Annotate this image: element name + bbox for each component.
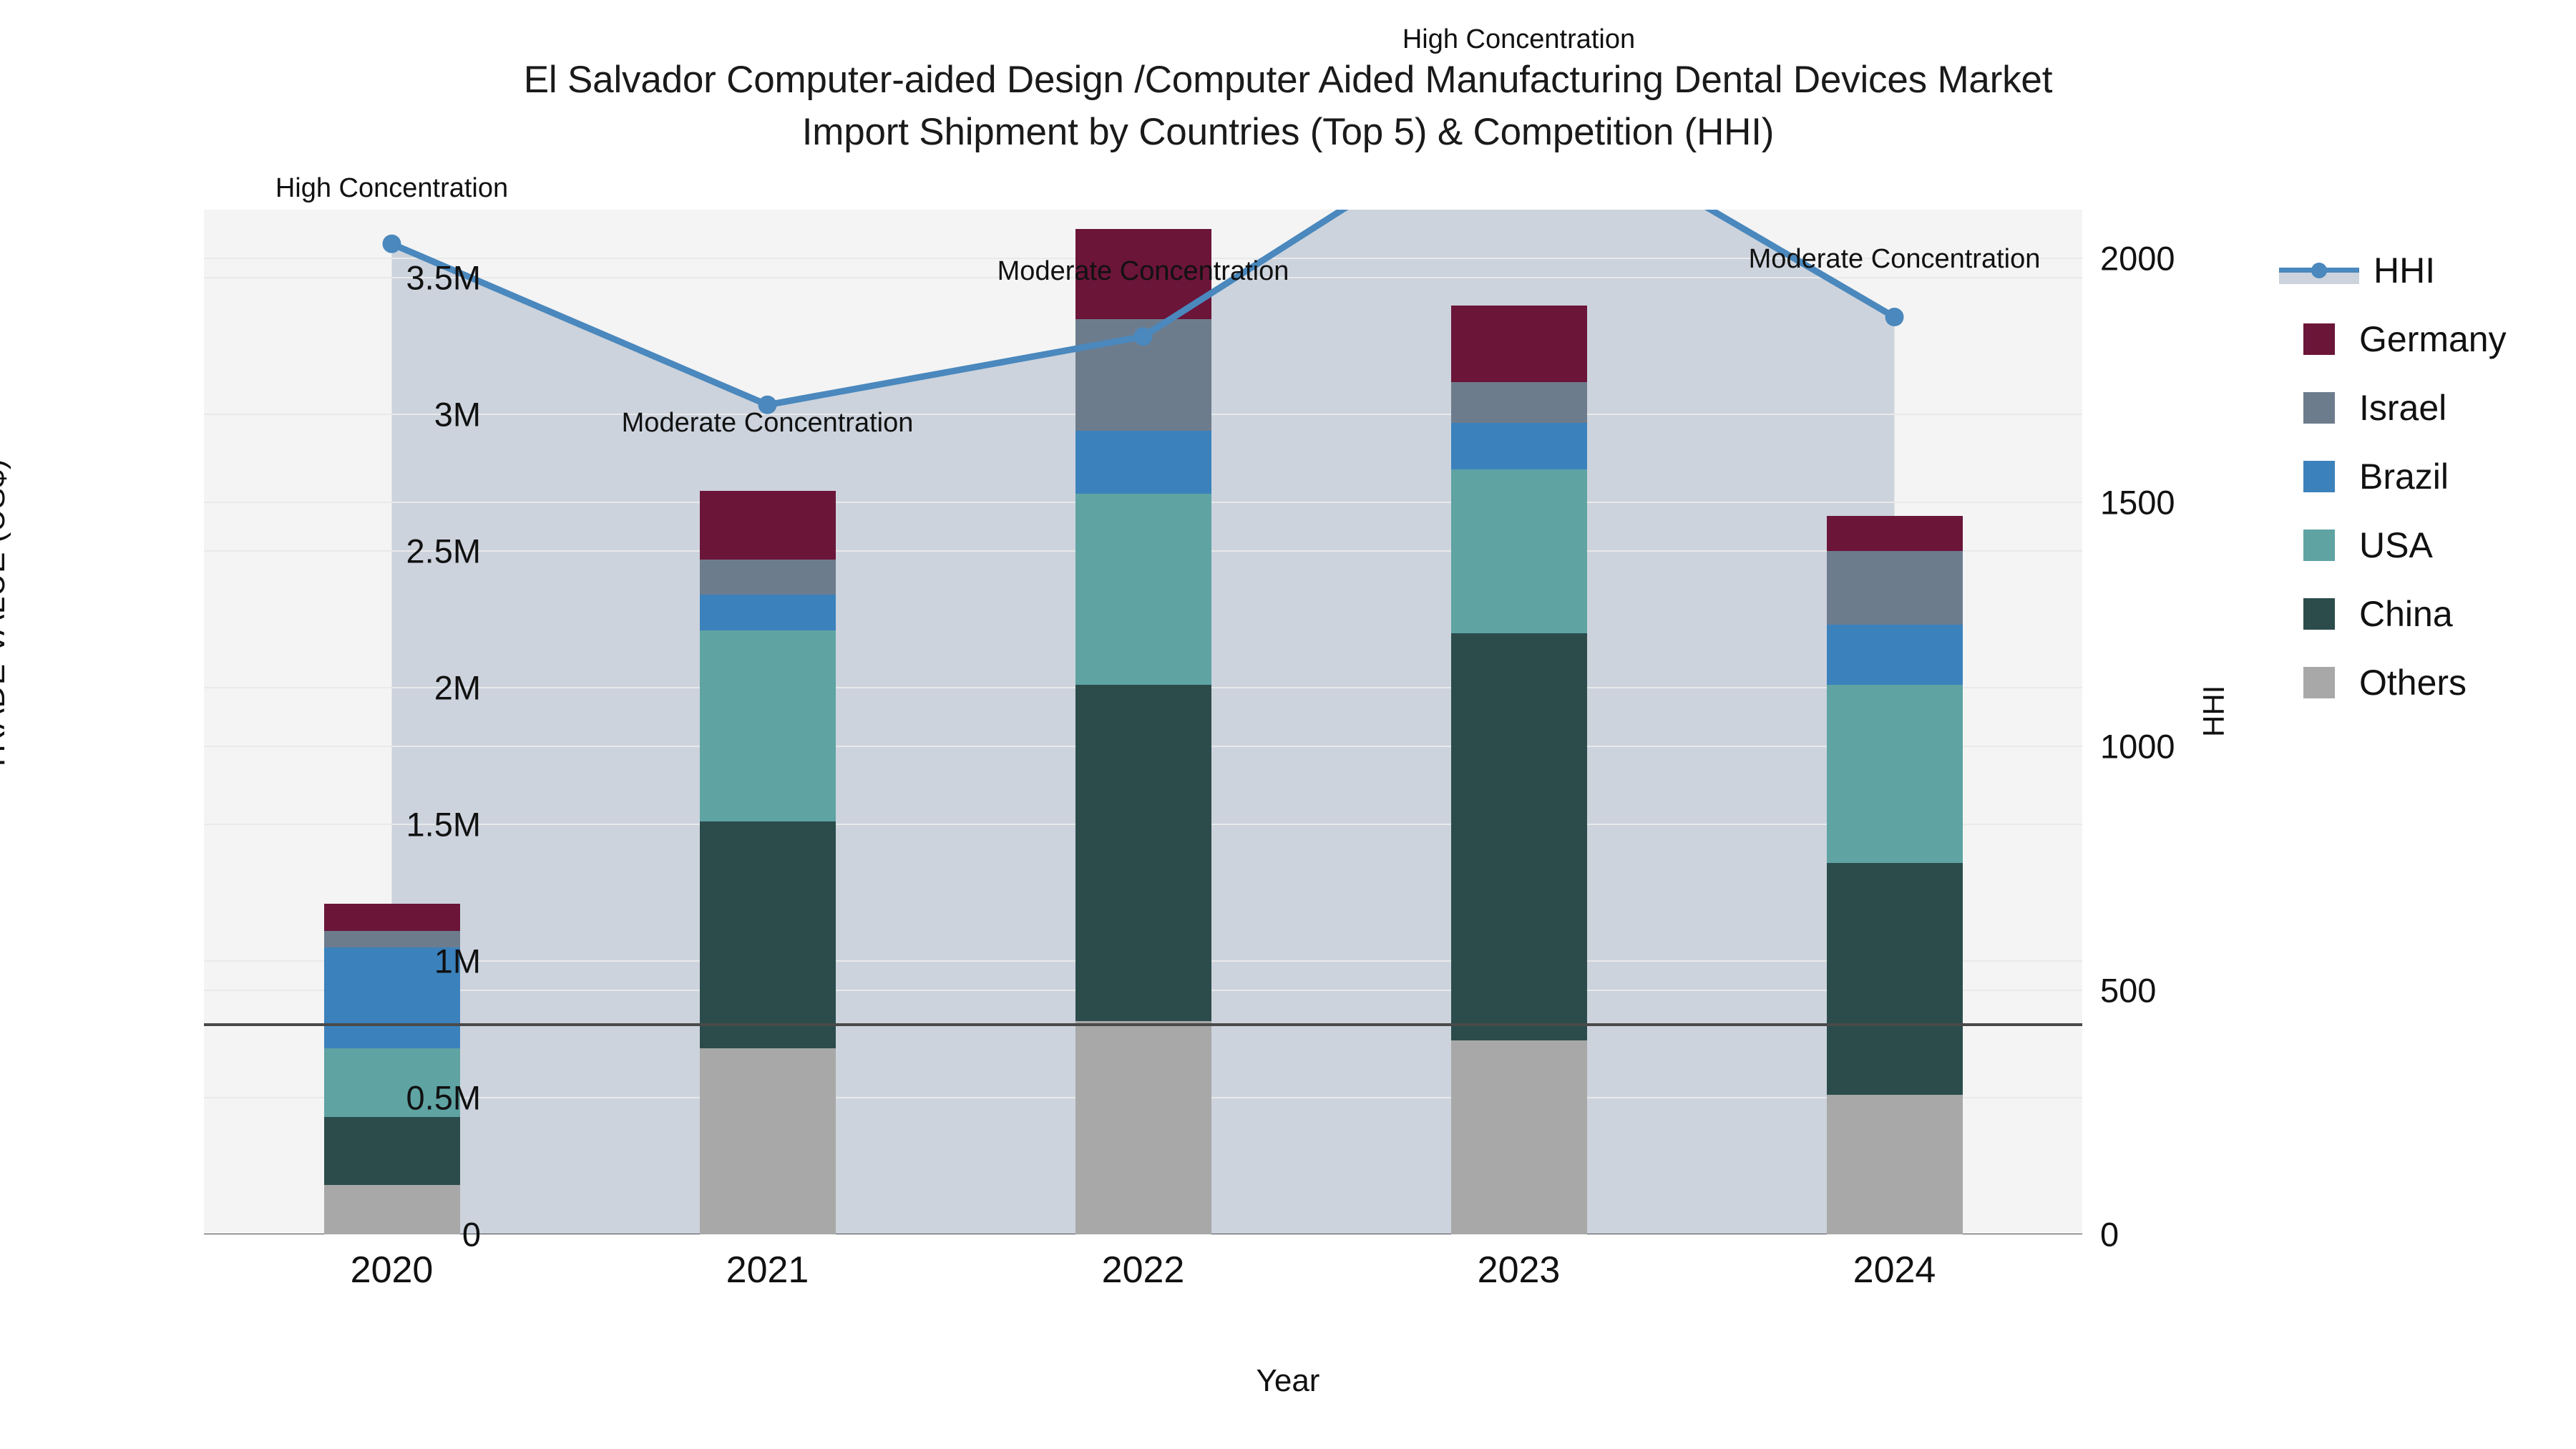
hhi-marker[interactable]: [382, 234, 401, 253]
bar-segment[interactable]: [323, 1185, 460, 1234]
y2-axis-tick-label: 0: [2100, 1215, 2119, 1254]
legend-item-china[interactable]: China: [2279, 580, 2507, 648]
legend-color-swatch: [2303, 323, 2335, 355]
hhi-marker[interactable]: [758, 395, 777, 414]
y-axis-tick-label: 0.5M: [406, 1078, 482, 1117]
legend-item-hhi[interactable]: HHI: [2279, 236, 2507, 305]
y-axis-tick-label: 3M: [434, 395, 481, 434]
concentration-annotation: Moderate Concentration: [621, 407, 914, 438]
bar-segment[interactable]: [699, 595, 836, 631]
plot-area: [204, 210, 2082, 1234]
legend-item-label: USA: [2359, 525, 2433, 565]
y-axis-tick-label: 0: [462, 1215, 481, 1254]
legend-item-label: Brazil: [2359, 457, 2449, 497]
x-axis-baseline: [204, 1023, 2082, 1026]
plot-inner: [204, 210, 2082, 1234]
chart-title-line-2: Import Shipment by Countries (Top 5) & C…: [801, 111, 1775, 154]
concentration-annotation: Moderate Concentration: [997, 256, 1289, 287]
legend-item-brazil[interactable]: Brazil: [2279, 442, 2507, 511]
bar-segment[interactable]: [1450, 381, 1587, 423]
x-axis-tick-label: 2023: [1477, 1249, 1561, 1291]
legend-item-label: Germany: [2359, 319, 2507, 359]
concentration-annotation: High Concentration: [1402, 24, 1636, 55]
bar-segment[interactable]: [1450, 422, 1587, 469]
legend-color-swatch: [2303, 667, 2335, 698]
bar-segment[interactable]: [1826, 515, 1963, 552]
legend-item-usa[interactable]: USA: [2279, 511, 2507, 580]
hhi-line-layer: [382, 210, 1904, 414]
bar-segment[interactable]: [1826, 1095, 1963, 1234]
bar-segment[interactable]: [1450, 633, 1587, 1040]
bar-segment[interactable]: [699, 821, 836, 1049]
bar-segment[interactable]: [323, 931, 460, 948]
y-axis-tick-label: 1M: [434, 942, 481, 980]
bar-segment[interactable]: [1826, 685, 1963, 863]
legend-color-swatch: [2303, 392, 2335, 424]
chart-legend: HHI Germany Israel Brazil USA China Others: [2279, 236, 2507, 717]
y2-axis-tick-label: 1000: [2100, 727, 2175, 766]
legend-area-swatch: [2279, 273, 2359, 284]
hhi-marker[interactable]: [1133, 327, 1153, 346]
bar-segment[interactable]: [323, 1048, 460, 1117]
y2-axis-tick-label: 1500: [2100, 483, 2175, 522]
bar-segment[interactable]: [1450, 305, 1587, 382]
bar-segment[interactable]: [699, 1048, 836, 1234]
concentration-annotation: High Concentration: [275, 172, 509, 203]
hhi-marker[interactable]: [1885, 308, 1904, 327]
bar-segment[interactable]: [1075, 1021, 1211, 1234]
bar-segment[interactable]: [699, 491, 836, 560]
legend-item-label: HHI: [2373, 250, 2436, 291]
bar-segment[interactable]: [699, 630, 836, 822]
chart-title: El Salvador Computer-aided Design /Compu…: [0, 54, 2576, 158]
bar-segment[interactable]: [1075, 685, 1211, 1022]
bar-segment[interactable]: [1450, 1040, 1587, 1234]
bar-segment[interactable]: [323, 903, 460, 932]
x-axis-tick-label: 2021: [726, 1249, 809, 1291]
legend-line-marker-icon: [2279, 255, 2359, 286]
legend-item-label: Others: [2359, 663, 2467, 703]
legend-item-others[interactable]: Others: [2279, 648, 2507, 717]
bar-segment[interactable]: [323, 947, 460, 1049]
y-axis-tick-label: 2.5M: [406, 532, 482, 570]
y-axis-title: TRADE VALUE (US$): [0, 459, 11, 772]
bar-segment[interactable]: [1826, 862, 1963, 1096]
legend-item-label: China: [2359, 594, 2453, 634]
bar-segment[interactable]: [699, 559, 836, 595]
y-axis-tick-label: 3.5M: [406, 258, 482, 297]
hhi-line: [390, 210, 1896, 409]
legend-item-israel[interactable]: Israel: [2279, 374, 2507, 442]
y-axis-tick-label: 1.5M: [406, 805, 482, 844]
y2-axis-tick-label: 500: [2100, 971, 2157, 1010]
x-axis-tick-label: 2020: [350, 1249, 434, 1291]
legend-item-label: Israel: [2359, 388, 2447, 428]
legend-color-swatch: [2303, 530, 2335, 561]
x-axis-title: Year: [1256, 1363, 1320, 1398]
y-axis-tick-label: 2M: [434, 668, 481, 707]
chart-title-line-1: El Salvador Computer-aided Design /Compu…: [523, 59, 2053, 101]
x-axis-tick-label: 2022: [1101, 1249, 1185, 1291]
bar-segment[interactable]: [1075, 431, 1211, 494]
bar-segment[interactable]: [1450, 469, 1587, 633]
y2-axis-tick-label: 2000: [2100, 239, 2175, 278]
concentration-annotation: Moderate Concentration: [1748, 244, 2041, 275]
bar-segment[interactable]: [1826, 551, 1963, 625]
y2-axis-title: HHI: [2197, 685, 2230, 737]
legend-item-germany[interactable]: Germany: [2279, 305, 2507, 374]
bar-segment[interactable]: [323, 1116, 460, 1186]
x-axis-tick-label: 2024: [1853, 1249, 1936, 1291]
bar-segment[interactable]: [1826, 625, 1963, 686]
legend-color-swatch: [2303, 461, 2335, 492]
bar-segment[interactable]: [1075, 494, 1211, 686]
legend-dot-icon: [2311, 263, 2327, 278]
legend-color-swatch: [2303, 598, 2335, 630]
